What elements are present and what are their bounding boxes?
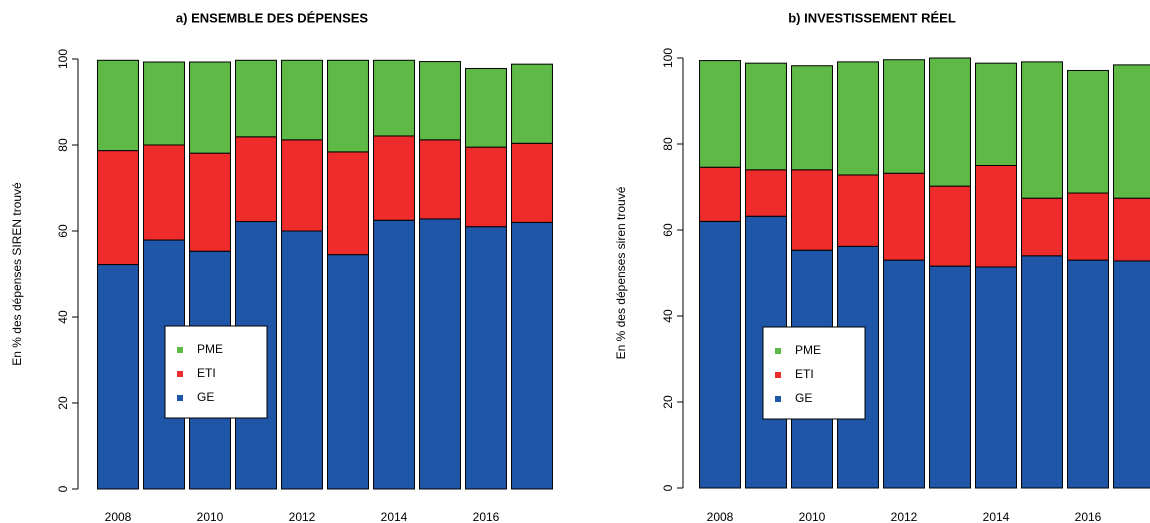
bar-segment xyxy=(511,221,553,490)
y-tick-label: 100 xyxy=(56,49,70,69)
bar-segment xyxy=(419,139,461,220)
bar-segment xyxy=(745,169,787,217)
bar-segment xyxy=(1113,260,1150,489)
bar-segment xyxy=(143,144,185,241)
x-tick-label: 2016 xyxy=(473,510,500,523)
bar-segment xyxy=(97,150,139,266)
bar-segment xyxy=(327,151,369,256)
bar-segment xyxy=(235,59,277,138)
chart-title: a) ENSEMBLE DES DÉPENSES xyxy=(176,10,368,25)
legend-label: GE xyxy=(197,390,214,404)
y-tick-label: 60 xyxy=(661,223,675,237)
bar-segment xyxy=(1021,197,1063,257)
bar-segment xyxy=(465,146,507,228)
bar-segment xyxy=(1021,255,1063,489)
bar-segment xyxy=(189,152,231,252)
bar-segment xyxy=(837,61,879,176)
y-tick-label: 80 xyxy=(661,137,675,151)
y-tick-label: 20 xyxy=(56,396,70,410)
y-tick-label: 100 xyxy=(661,48,675,68)
y-tick-label: 80 xyxy=(56,138,70,152)
bar-segment xyxy=(929,57,971,187)
bar-segment xyxy=(511,142,553,223)
bar-segment xyxy=(745,62,787,171)
bar-segment xyxy=(791,65,833,171)
legend-label: PME xyxy=(197,342,223,356)
bar-segment xyxy=(791,169,833,251)
legend-swatch xyxy=(177,371,183,377)
legend-label: ETI xyxy=(795,367,814,381)
y-axis-label: En % des dépenses siren trouvé xyxy=(614,186,628,359)
bar-segment xyxy=(327,254,369,490)
bar-segment xyxy=(1113,64,1150,199)
x-tick-label: 2014 xyxy=(983,510,1010,523)
bar-segment xyxy=(837,174,879,247)
bar-segment xyxy=(327,59,369,153)
chart-title: b) INVESTISSEMENT RÉEL xyxy=(788,10,956,25)
legend-swatch xyxy=(775,396,781,402)
bar-segment xyxy=(189,61,231,154)
bar-segment xyxy=(699,60,741,168)
x-tick-label: 2010 xyxy=(197,510,224,523)
y-tick-label: 0 xyxy=(56,485,70,492)
legend-swatch xyxy=(775,372,781,378)
x-tick-label: 2014 xyxy=(381,510,408,523)
bar-segment xyxy=(1067,192,1109,261)
y-tick-label: 60 xyxy=(56,224,70,238)
bar-segment xyxy=(281,59,323,141)
bar-segment xyxy=(975,165,1017,268)
x-tick-label: 2012 xyxy=(289,510,316,523)
bar-segment xyxy=(419,218,461,490)
bar-segment xyxy=(465,67,507,148)
bar-segment xyxy=(1021,61,1063,199)
y-axis-label: En % des dépenses SIREN trouvé xyxy=(10,182,24,366)
x-tick-label: 2008 xyxy=(707,510,734,523)
bar-segment xyxy=(975,62,1017,166)
legend-swatch xyxy=(177,395,183,401)
bar-segment xyxy=(1067,259,1109,489)
bar-segment xyxy=(465,226,507,490)
x-tick-label: 2010 xyxy=(799,510,826,523)
bar-segment xyxy=(97,264,139,490)
bar-segment xyxy=(1113,197,1150,262)
bar-segment xyxy=(883,259,925,489)
bar-segment xyxy=(699,220,741,489)
legend-swatch xyxy=(775,348,781,354)
y-tick-label: 40 xyxy=(56,310,70,324)
bar-segment xyxy=(975,266,1017,489)
bar-segment xyxy=(143,61,185,146)
bar-segment xyxy=(1067,69,1109,194)
bar-segment xyxy=(929,185,971,267)
bar-segment xyxy=(373,219,415,490)
bar-segment xyxy=(235,136,277,223)
legend-label: GE xyxy=(795,391,812,405)
bar-segment xyxy=(373,135,415,221)
bar-segment xyxy=(699,166,741,222)
legend-label: ETI xyxy=(197,366,216,380)
bar-segment xyxy=(281,139,323,232)
bar-segment xyxy=(97,59,139,152)
bar-segment xyxy=(419,61,461,141)
legend-swatch xyxy=(177,347,183,353)
y-tick-label: 40 xyxy=(661,309,675,323)
x-tick-label: 2016 xyxy=(1075,510,1102,523)
bar-segment xyxy=(929,265,971,489)
x-tick-label: 2012 xyxy=(891,510,918,523)
bar-segment xyxy=(511,63,553,144)
bar-segment xyxy=(883,59,925,174)
bar-segment xyxy=(883,172,925,261)
bar-segment xyxy=(281,230,323,490)
y-tick-label: 0 xyxy=(661,484,675,491)
x-tick-label: 2008 xyxy=(105,510,132,523)
y-tick-label: 20 xyxy=(661,395,675,409)
legend-label: PME xyxy=(795,343,821,357)
bar-segment xyxy=(373,59,415,137)
